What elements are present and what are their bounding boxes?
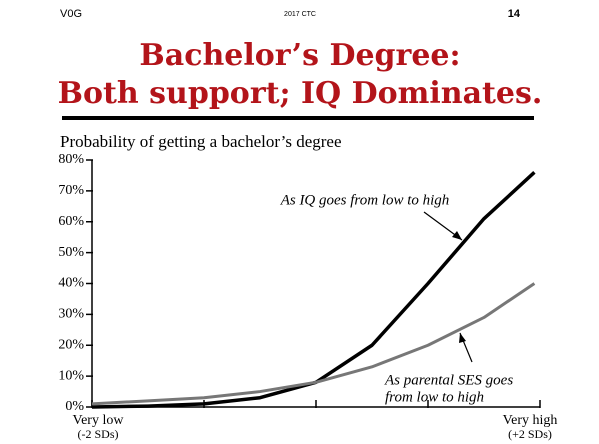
header-center: 2017 CTC [284,11,316,18]
annotation: As IQ goes from low to high [280,192,450,208]
y-tick-label: 40% [58,276,84,291]
x-tick-sublabel: (+2 SDs) [508,427,552,441]
y-tick-label: 20% [58,337,84,352]
series-line [91,282,536,406]
slide-title: Both support; IQ Dominates. [58,76,543,111]
y-tick-label: 50% [58,245,84,260]
chart-title: Probability of getting a bachelor’s degr… [60,132,342,151]
x-tick-label: Very low [73,413,125,428]
arrowhead [452,231,462,240]
title-rule [62,116,534,120]
y-tick-label: 80% [58,152,84,167]
y-tick-label: 70% [58,183,84,198]
y-tick-label: 60% [58,214,84,229]
y-tick-label: 10% [58,368,84,383]
arrowhead [459,333,466,343]
header-right: 14 [508,8,521,20]
x-tick-sublabel: (-2 SDs) [78,427,119,441]
annotation: As parental SES goes [384,372,513,388]
annotation: from low to high [385,389,484,405]
header-left: V0G [60,8,82,20]
y-tick-label: 30% [58,307,84,322]
y-tick-label: 0% [65,399,84,414]
x-tick-label: Very high [503,413,558,428]
slide-title: Bachelor’s Degree: [139,38,460,73]
